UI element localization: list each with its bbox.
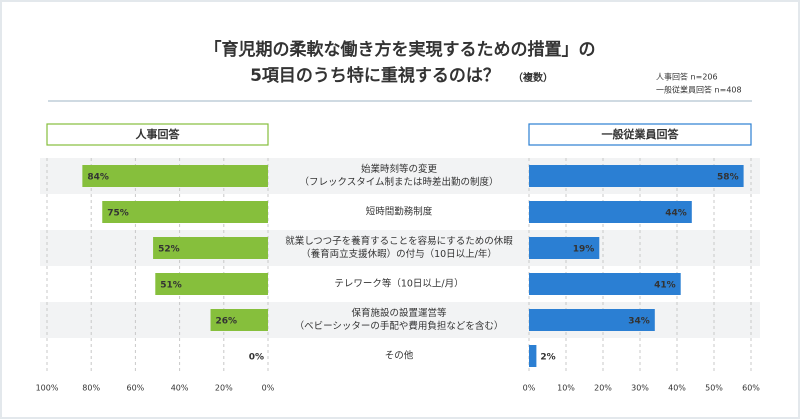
value-label: 84% <box>87 173 109 183</box>
x-tick-label: 10% <box>557 384 575 393</box>
category-label: 短時間勤務制度 <box>366 206 433 218</box>
x-tick-label: 0% <box>523 384 536 393</box>
category-label: （フレックスタイム制または時差出勤の制度） <box>299 176 498 188</box>
bar <box>82 165 268 187</box>
bar <box>102 201 268 223</box>
value-label: 52% <box>158 245 180 255</box>
legend-label: 一般従業員回答 <box>602 127 680 141</box>
value-label: 41% <box>654 281 676 291</box>
bar <box>155 273 268 295</box>
x-tick-label: 100% <box>36 384 59 393</box>
bar <box>529 165 744 187</box>
x-tick-label: 20% <box>594 384 612 393</box>
bar <box>210 309 268 331</box>
bar <box>529 237 600 259</box>
x-tick-label: 80% <box>82 384 100 393</box>
category-label: テレワーク等（10日以上/月） <box>334 278 463 290</box>
x-tick-label: 0% <box>262 384 275 393</box>
value-label: 19% <box>573 245 595 255</box>
title-note: （複数） <box>513 71 553 84</box>
x-tick-label: 40% <box>171 384 189 393</box>
category-label: 就業しつつ子を養育することを容易にするための休暇 <box>285 235 513 247</box>
note: 一般従業員回答 n=408 <box>656 85 742 95</box>
value-label: 51% <box>160 281 182 291</box>
x-tick-label: 50% <box>705 384 723 393</box>
bar <box>529 345 537 367</box>
category-label: 保育施設の設置運営等 <box>351 307 447 319</box>
bar <box>153 237 268 259</box>
chart-title: 「育児期の柔軟な働き方を実現するための措置」の <box>205 39 596 60</box>
x-tick-label: 20% <box>215 384 233 393</box>
x-tick-label: 40% <box>668 384 686 393</box>
bar <box>529 309 655 331</box>
legend-box <box>46 123 269 146</box>
legend-box <box>528 123 752 146</box>
x-tick-label: 30% <box>631 384 649 393</box>
value-label: 34% <box>628 317 650 327</box>
category-label: その他 <box>385 350 414 362</box>
value-label: 58% <box>717 173 739 183</box>
bar <box>529 273 681 295</box>
bar <box>529 201 692 223</box>
value-label: 44% <box>665 209 687 219</box>
category-label: （ベビーシッターの手配や費用負担などを含む） <box>295 320 504 332</box>
chart-title: 5項目のうち特に重視するのは？ <box>250 65 500 86</box>
x-tick-label: 60% <box>742 384 760 393</box>
value-label: 0% <box>249 353 264 363</box>
category-label: （養育両立支援休暇）の付与（10日以上/年） <box>301 248 497 260</box>
value-label: 2% <box>540 353 555 363</box>
value-label: 26% <box>216 317 238 327</box>
note: 人事回答 n=206 <box>656 72 718 82</box>
value-label: 75% <box>107 209 129 219</box>
x-tick-label: 60% <box>127 384 145 393</box>
legend-label: 人事回答 <box>136 127 181 141</box>
category-label: 始業時刻等の変更 <box>361 163 438 175</box>
